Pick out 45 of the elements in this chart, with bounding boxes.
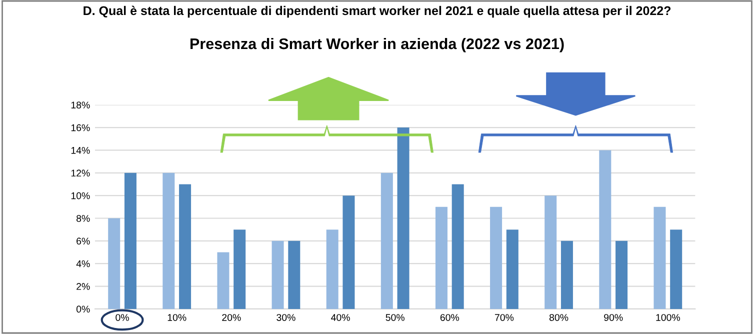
y-tick-label: 16% xyxy=(71,124,90,132)
bar xyxy=(616,240,628,309)
bar xyxy=(288,240,300,309)
bar xyxy=(108,218,120,309)
x-tick-label: 0% xyxy=(116,314,129,321)
bar xyxy=(599,150,612,309)
x-tick-label: 10% xyxy=(168,314,186,321)
chart-title: Presenza di Smart Worker in azienda (2022 vs 2021) xyxy=(190,38,564,52)
x-tick-label: 40% xyxy=(331,314,350,321)
bar xyxy=(272,240,284,309)
y-tick-label: 12% xyxy=(71,170,90,176)
bar xyxy=(217,252,230,309)
x-tick-label: 80% xyxy=(549,314,568,321)
bar xyxy=(380,172,393,309)
bar xyxy=(234,230,246,309)
bar xyxy=(124,172,136,309)
y-tick-label: 18% xyxy=(71,102,90,108)
bar xyxy=(506,230,518,309)
bar xyxy=(435,206,448,309)
bar xyxy=(560,240,573,309)
bar xyxy=(544,196,557,309)
bar xyxy=(452,184,464,309)
y-tick-label: 10% xyxy=(71,192,90,200)
y-tick-label: 4% xyxy=(76,260,90,268)
x-tick-label: 90% xyxy=(604,314,623,321)
bar xyxy=(670,230,682,309)
bar xyxy=(654,206,666,309)
y-tick-label: 14% xyxy=(71,147,90,154)
bar xyxy=(397,128,410,309)
y-tick-label: 0% xyxy=(76,306,90,313)
chart-subtitle: D. Qual è stata la percentuale di dipendenti smart worker nel 2021 e quale quella attesa per il 2022? xyxy=(84,6,671,18)
x-tick-label: 70% xyxy=(494,314,514,321)
y-tick-label: 8% xyxy=(76,214,90,222)
bar xyxy=(162,172,175,309)
x-tick-label: 20% xyxy=(222,314,241,321)
x-tick-label: 30% xyxy=(276,314,296,321)
y-tick-label: 2% xyxy=(76,283,90,290)
y-tick-label: 6% xyxy=(76,238,90,245)
bar xyxy=(179,184,192,309)
bar xyxy=(490,206,502,309)
x-tick-label: 60% xyxy=(440,314,460,321)
bar xyxy=(326,230,338,309)
x-tick-label: 50% xyxy=(386,314,404,321)
x-tick-label: 100% xyxy=(656,314,680,321)
bar xyxy=(342,196,355,309)
